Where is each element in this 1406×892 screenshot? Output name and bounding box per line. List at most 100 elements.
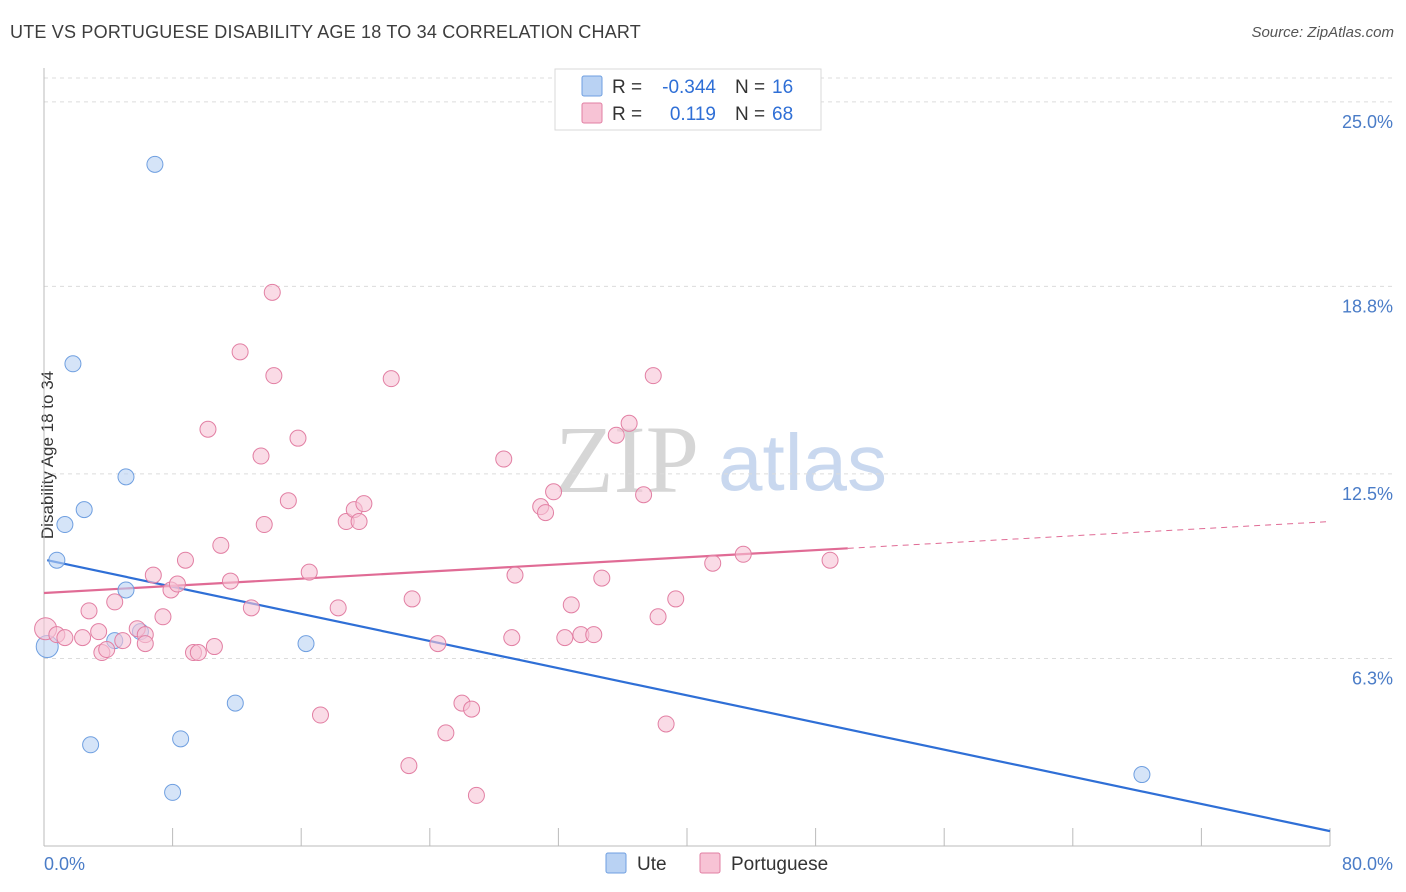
point-portuguese <box>106 593 124 611</box>
legend-r-value-portuguese: 0.119 <box>670 104 716 125</box>
source-label: Source: ZipAtlas.com <box>1251 24 1394 41</box>
point-ute <box>75 501 93 519</box>
point-ute <box>297 635 315 653</box>
x-tick-label-min: 0.0% <box>44 854 85 874</box>
point-ute <box>172 730 190 748</box>
point-portuguese <box>300 563 318 581</box>
trend-line-ute <box>46 559 1331 833</box>
bottom-legend-label-portuguese: Portuguese <box>731 854 828 875</box>
point-portuguese <box>503 629 521 647</box>
y-tick-label: 12.5% <box>1342 484 1393 504</box>
trend-extension-portuguese <box>847 521 1331 549</box>
legend-n-label-ute: N = <box>735 77 765 98</box>
axes <box>43 68 1331 847</box>
point-ute <box>226 694 244 712</box>
legend-swatch-ute <box>581 75 603 97</box>
legend-r-label-ute: R = <box>612 77 642 98</box>
point-portuguese <box>199 420 217 438</box>
point-portuguese <box>429 635 447 653</box>
point-portuguese <box>556 629 574 647</box>
point-portuguese <box>649 608 667 626</box>
point-portuguese <box>279 492 297 510</box>
point-portuguese <box>382 370 400 388</box>
point-ute <box>146 155 164 173</box>
point-portuguese <box>168 575 186 593</box>
point-portuguese <box>154 608 172 626</box>
trend-lines <box>43 521 1331 833</box>
legend-r-value-ute: -0.344 <box>662 77 716 98</box>
point-portuguese <box>98 641 116 659</box>
point-portuguese <box>537 504 555 522</box>
point-portuguese <box>221 572 239 590</box>
legend-n-label-portuguese: N = <box>735 104 765 125</box>
y-tick-label: 18.8% <box>1342 296 1393 316</box>
point-portuguese <box>821 551 839 569</box>
gridlines <box>44 77 1393 659</box>
point-portuguese <box>467 786 485 804</box>
point-portuguese <box>607 426 625 444</box>
point-ute <box>164 783 182 801</box>
point-portuguese <box>545 483 563 501</box>
bottom-legend-label-ute: Ute <box>637 854 667 875</box>
point-portuguese <box>593 569 611 587</box>
point-portuguese <box>704 554 722 572</box>
point-portuguese <box>437 724 455 742</box>
point-ute <box>48 551 66 569</box>
point-portuguese <box>252 447 270 465</box>
point-portuguese <box>329 599 347 617</box>
point-portuguese <box>263 283 281 301</box>
legend-r-label-portuguese: R = <box>612 104 642 125</box>
point-portuguese <box>585 626 603 644</box>
y-tick-labels: 6.3% 12.5% 18.8% 25.0% <box>1342 112 1393 689</box>
point-portuguese <box>189 644 207 662</box>
point-portuguese <box>74 629 92 647</box>
point-portuguese <box>506 566 524 584</box>
point-ute <box>1133 766 1151 784</box>
bottom-legend-swatch-ute <box>605 852 627 874</box>
point-portuguese <box>136 635 154 653</box>
point-portuguese <box>463 700 481 718</box>
point-ute <box>82 736 100 754</box>
point-portuguese <box>90 623 108 641</box>
point-portuguese <box>350 513 368 531</box>
legend-swatch-portuguese <box>581 102 603 124</box>
point-ute <box>56 516 74 534</box>
point-portuguese <box>495 450 513 468</box>
watermark-atlas: atlas <box>718 418 887 507</box>
point-portuguese <box>231 343 249 361</box>
point-portuguese <box>635 486 653 504</box>
legend-n-value-portuguese: 68 <box>772 104 793 125</box>
point-portuguese <box>657 715 675 733</box>
point-portuguese <box>80 602 98 620</box>
point-portuguese <box>311 706 329 724</box>
point-portuguese <box>620 414 638 432</box>
data-points <box>34 155 1151 804</box>
correlation-legend: R = -0.344 N = 16 R = 0.119 N = 68 <box>554 68 822 131</box>
point-portuguese <box>56 629 74 647</box>
y-tick-label: 25.0% <box>1342 112 1393 132</box>
point-portuguese <box>242 599 260 617</box>
point-portuguese <box>400 757 418 775</box>
point-ute <box>117 468 135 486</box>
point-portuguese <box>114 632 132 650</box>
bottom-legend-swatch-portuguese <box>699 852 721 874</box>
point-portuguese <box>144 566 162 584</box>
point-portuguese <box>265 367 283 385</box>
point-portuguese <box>403 590 421 608</box>
point-portuguese <box>562 596 580 614</box>
point-portuguese <box>355 495 373 513</box>
point-portuguese <box>176 551 194 569</box>
point-ute <box>117 581 135 599</box>
chart-title: UTE VS PORTUGUESE DISABILITY AGE 18 TO 3… <box>10 22 641 42</box>
x-tick-label-max: 80.0% <box>1342 854 1393 874</box>
point-portuguese <box>255 516 273 534</box>
y-tick-label: 6.3% <box>1352 668 1393 688</box>
point-portuguese <box>644 367 662 385</box>
point-portuguese <box>667 590 685 608</box>
point-portuguese <box>212 536 230 554</box>
point-portuguese <box>734 545 752 563</box>
point-portuguese <box>205 638 223 656</box>
legend-n-value-ute: 16 <box>772 77 793 98</box>
series-legend: Ute Portuguese <box>605 852 828 875</box>
